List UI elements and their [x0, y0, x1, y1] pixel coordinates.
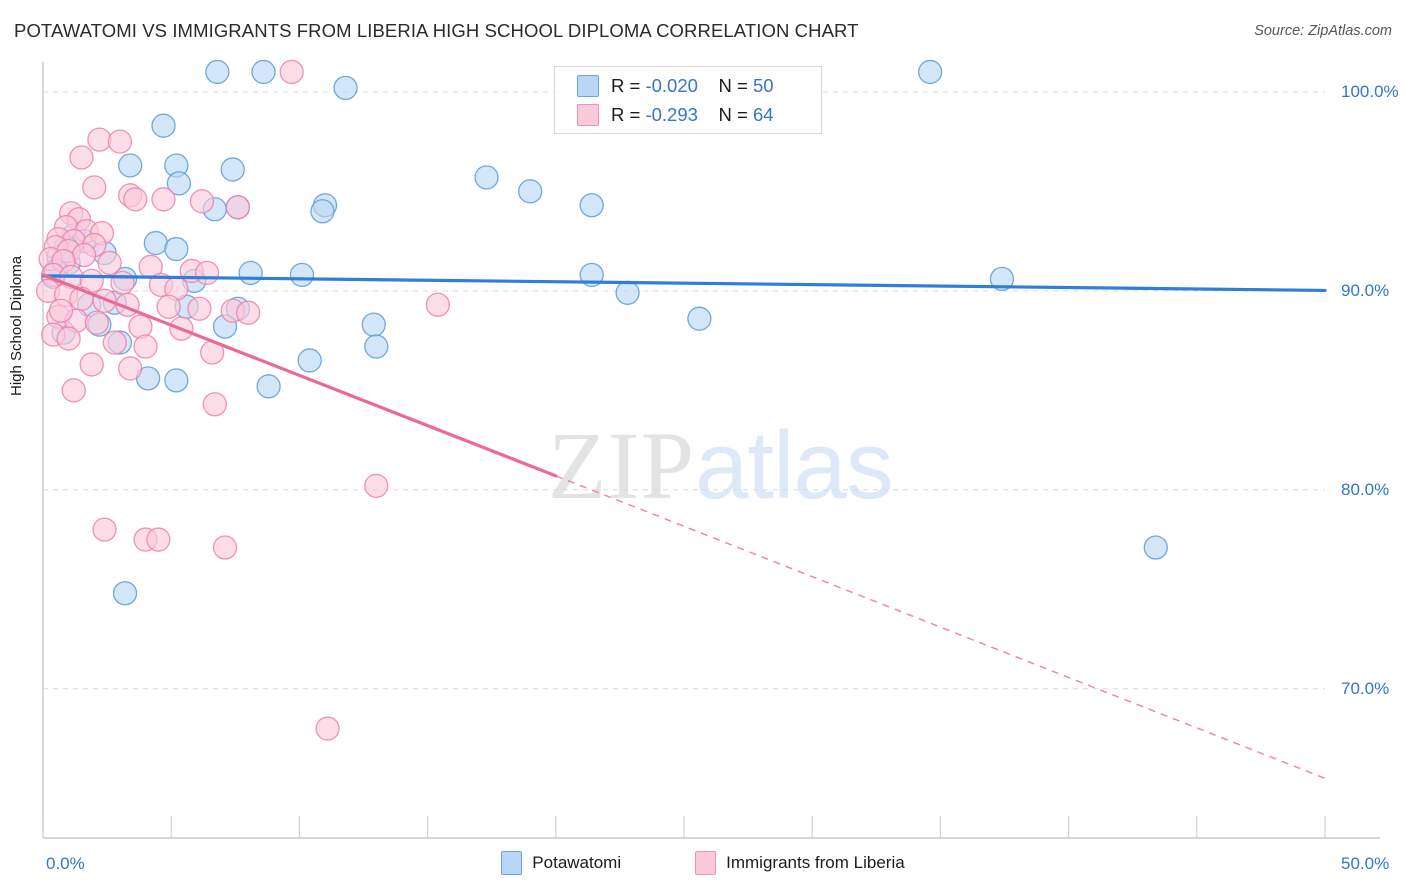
scatter-point [579, 193, 604, 218]
scatter-point [251, 59, 276, 85]
scatter-point [194, 260, 220, 286]
scatter-point [310, 199, 335, 224]
scatter-point [151, 113, 176, 138]
scatter-point [297, 348, 322, 373]
scatter-point [87, 127, 112, 152]
scatter-point [256, 374, 281, 399]
scatter-point [189, 189, 215, 214]
y-axis-tick-label: 70.0% [1341, 678, 1390, 698]
gridlines [43, 91, 1325, 690]
scatter-point [425, 292, 451, 317]
scatter-point [128, 314, 153, 339]
scatter-point [238, 260, 263, 286]
scatter-point [112, 581, 138, 606]
scatter-point [48, 298, 74, 323]
scatter-point [315, 716, 340, 741]
scatter-point [687, 306, 712, 331]
scatter-point [187, 296, 212, 321]
source-attribution: Source: ZipAtlas.com [1254, 23, 1392, 39]
y-axis-tick-label: 80.0% [1341, 479, 1390, 499]
y-axis-tick-label: 100.0% [1341, 81, 1399, 101]
r-value-1: -0.020 [645, 75, 698, 96]
scatter-point [92, 517, 117, 542]
r-label-1: R = [611, 75, 641, 96]
scatter-point [97, 250, 122, 276]
y-axis-tick-label: 90.0% [1341, 280, 1390, 300]
data-points [35, 59, 1168, 741]
scatter-point [1143, 535, 1168, 560]
axes [42, 62, 1380, 839]
n-value-2: 64 [752, 104, 774, 125]
pink-swatch-icon [577, 104, 599, 126]
series-legend: Potawatomi Immigrants from Liberia [0, 851, 1406, 875]
stat-r-liberia: R = -0.293 N = 64 [611, 104, 774, 126]
scatter-point [333, 75, 358, 101]
scatter-point [156, 294, 181, 319]
legend-swatch-potawatomi-icon [501, 851, 523, 875]
r-label-2: R = [611, 104, 641, 125]
n-label-1: N = [718, 75, 748, 96]
scatter-point [56, 326, 81, 351]
scatter-point [146, 527, 171, 552]
scatter-point [361, 312, 386, 337]
scatter-point [989, 266, 1015, 292]
scatter-point [143, 230, 168, 256]
blue-swatch-icon [577, 75, 599, 97]
stats-row-liberia: R = -0.293 N = 64 [555, 100, 821, 130]
legend-label-potawatomi: Potawatomi [532, 853, 622, 872]
scatter-point [110, 270, 135, 296]
page-title: POTAWATOMI VS IMMIGRANTS FROM LIBERIA HI… [14, 20, 859, 41]
scatter-point [133, 334, 158, 359]
trend-line-dashed [555, 475, 1326, 780]
scatter-point [202, 392, 227, 417]
n-label-2: N = [718, 104, 748, 125]
scatter-point [166, 171, 192, 196]
scatter-point [518, 179, 543, 204]
x-axis-tick-max: 50.0% [1341, 854, 1390, 873]
x-axis-tick-min: 0.0% [46, 854, 85, 873]
scatter-point [71, 242, 97, 268]
scatter-point [917, 59, 943, 85]
scatter-point [61, 378, 86, 403]
scatter-point [164, 236, 189, 262]
legend-item-potawatomi[interactable]: Potawatomi [501, 851, 621, 875]
scatter-point [615, 280, 640, 305]
scatter-point [69, 145, 94, 170]
scatter-point [364, 473, 389, 498]
scatter-point [235, 300, 261, 325]
scatter-point [212, 535, 238, 560]
legend-item-liberia[interactable]: Immigrants from Liberia [695, 851, 905, 875]
scatter-point [164, 368, 189, 393]
scatter-point [107, 129, 133, 154]
scatter-point [102, 330, 127, 355]
scatter-point [82, 175, 107, 200]
scatter-point [474, 165, 499, 190]
trend-lines [41, 273, 1327, 780]
correlation-stats-box: R = -0.020 N = 50 R = -0.293 N = 64 [554, 66, 822, 134]
trend-line-solid [41, 274, 1327, 293]
scatter-point [92, 288, 117, 313]
legend-label-liberia: Immigrants from Liberia [726, 853, 905, 872]
r-value-2: -0.293 [645, 104, 698, 125]
scatter-point [151, 187, 176, 212]
scatter-point [118, 153, 143, 178]
legend-swatch-liberia-icon [695, 851, 717, 875]
scatter-point [279, 59, 304, 85]
scatter-point [220, 157, 245, 182]
scatter-point [225, 195, 251, 220]
n-value-1: 50 [752, 75, 774, 96]
scatter-point [364, 334, 389, 359]
scatter-point [118, 356, 143, 381]
scatter-point [79, 352, 104, 377]
scatter-point [205, 59, 230, 85]
scatter-point [289, 262, 315, 288]
trend-line-solid [41, 273, 558, 478]
scatter-point [84, 310, 109, 335]
stats-row-potawatomi: R = -0.020 N = 50 [555, 71, 821, 101]
stat-r-potawatomi: R = -0.020 N = 50 [611, 75, 774, 97]
scatter-point [123, 187, 148, 212]
